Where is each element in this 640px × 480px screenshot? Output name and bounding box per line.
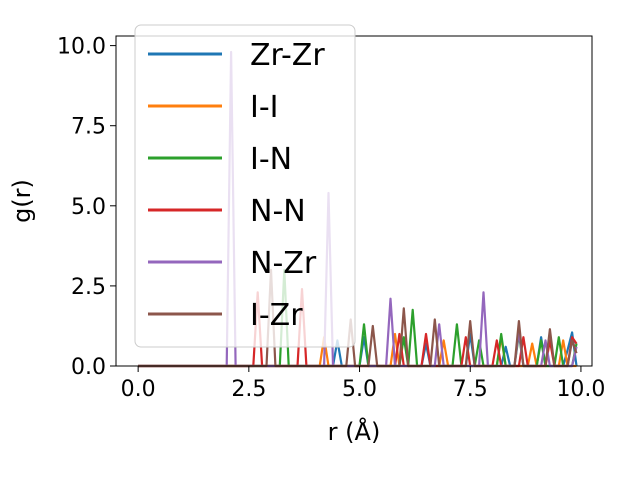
legend-label-n-zr: N-Zr xyxy=(250,246,317,281)
legend-label-i-zr: I-Zr xyxy=(250,298,303,333)
y-tick-label: 5.0 xyxy=(71,195,106,220)
y-tick-label: 2.5 xyxy=(71,275,106,300)
x-tick-label: 7.5 xyxy=(453,377,488,402)
x-axis: 0.0 2.5 5.0 7.5 10.0 xyxy=(121,366,605,402)
legend-label-i-n: I-N xyxy=(250,142,292,177)
x-tick-label: 0.0 xyxy=(121,377,156,402)
series-line-i-n xyxy=(138,268,578,368)
x-tick-label: 10.0 xyxy=(556,377,605,402)
legend-label-i-i: I-I xyxy=(250,90,279,125)
legend-label-zr-zr: Zr-Zr xyxy=(250,38,325,73)
y-axis: 0.0 2.5 5.0 7.5 10.0 xyxy=(57,35,116,380)
y-tick-label: 10.0 xyxy=(57,35,106,60)
legend-label-n-n: N-N xyxy=(250,194,306,229)
y-tick-label: 0.0 xyxy=(71,355,106,380)
x-axis-label: r (Å) xyxy=(328,417,381,446)
x-tick-label: 2.5 xyxy=(231,377,266,402)
y-axis-label: g(r) xyxy=(8,179,36,223)
legend: Zr-Zr I-I I-N N-N N-Zr I-Zr xyxy=(134,24,356,348)
x-tick-label: 5.0 xyxy=(342,377,377,402)
legend-box xyxy=(134,24,356,348)
y-tick-label: 7.5 xyxy=(71,115,106,140)
